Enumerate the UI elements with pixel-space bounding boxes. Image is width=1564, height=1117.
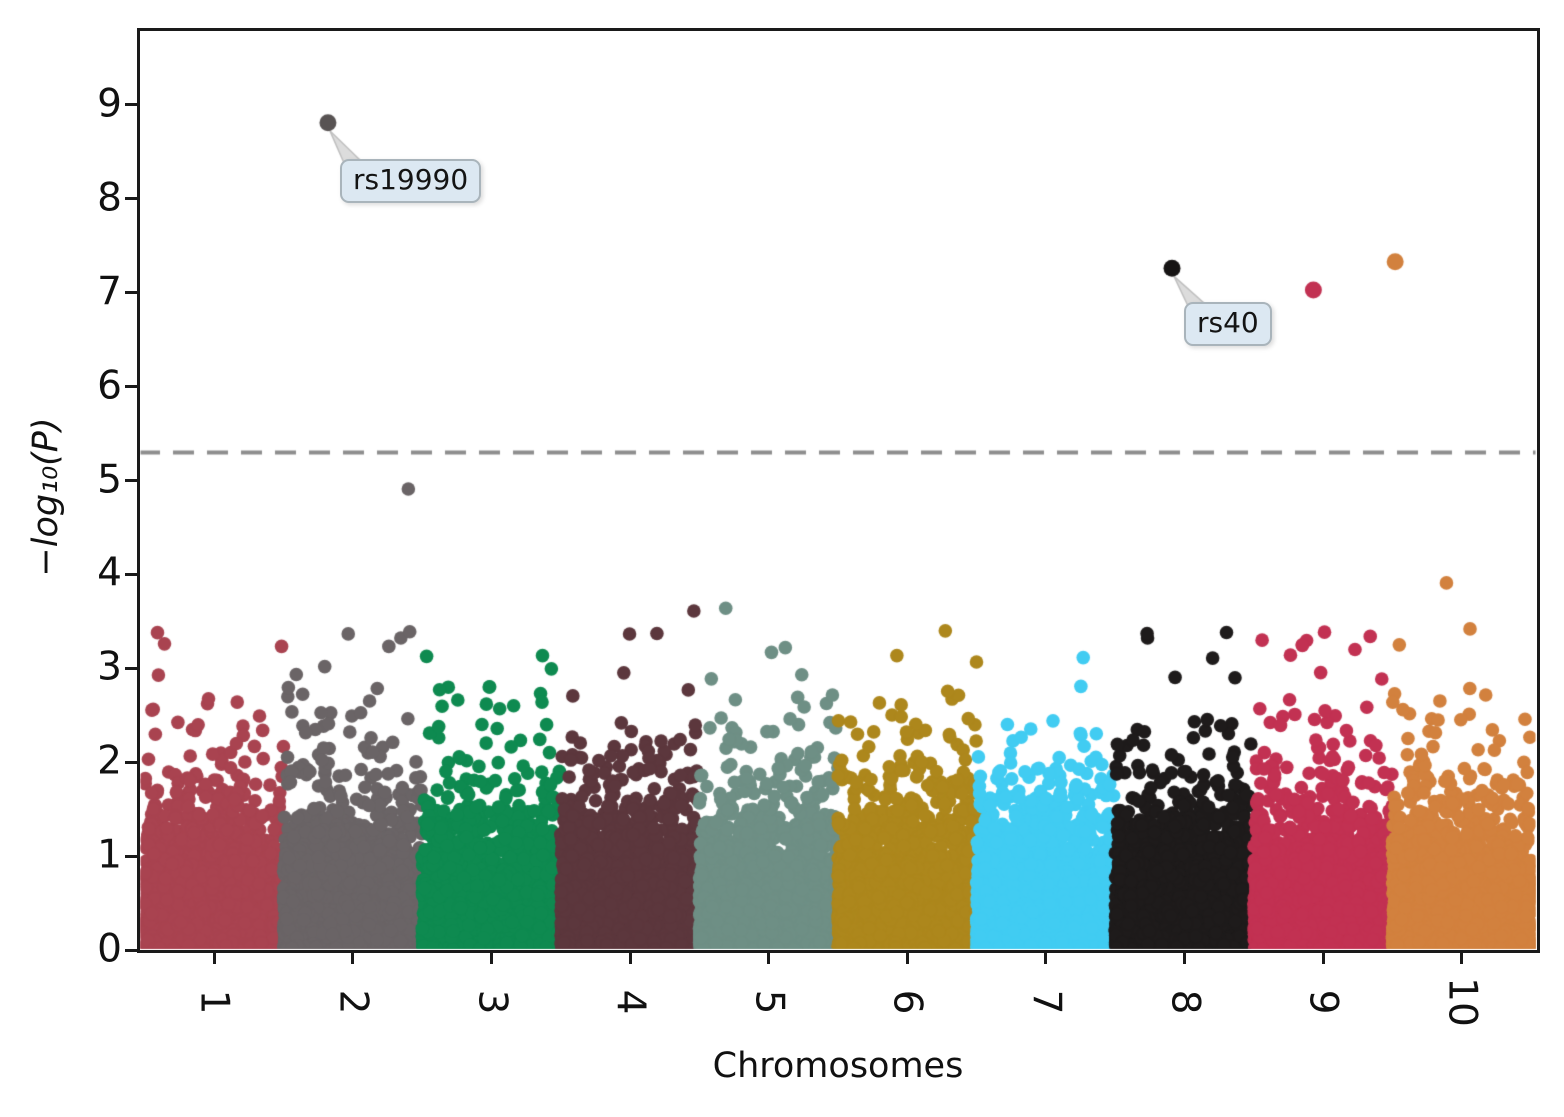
y-tick-label: 4 [97, 551, 122, 597]
x-tick-label: 7 [1023, 989, 1069, 1015]
y-tick-mark [125, 385, 139, 389]
x-axis-label: Chromosomes [712, 1046, 964, 1086]
y-tick-mark [125, 291, 139, 295]
y-tick-mark [125, 760, 139, 764]
y-tick-label: 7 [97, 269, 122, 315]
y-tick-label: 3 [97, 645, 122, 691]
x-tick-mark [490, 950, 493, 964]
x-tick-label: 5 [746, 989, 792, 1015]
y-tick-mark [125, 197, 139, 201]
x-tick-mark [905, 950, 909, 964]
y-tick-label: 6 [97, 363, 122, 409]
y-tick-mark [125, 666, 139, 670]
x-tick-label: 8 [1162, 989, 1207, 1015]
x-tick-label: 4 [607, 989, 653, 1015]
x-tick-mark [1044, 950, 1048, 964]
y-tick-mark [125, 479, 139, 483]
y-tick-mark [125, 572, 139, 576]
x-tick-mark [628, 950, 632, 964]
x-tick-label: 6 [884, 989, 930, 1015]
x-tick-mark [1321, 950, 1325, 964]
x-tick-mark [1460, 950, 1464, 964]
x-tick-label: 9 [1300, 989, 1346, 1015]
y-tick-mark [125, 103, 139, 107]
annotation-rs40: rs40 [1184, 302, 1272, 347]
x-tick-label: 10 [1439, 977, 1485, 1027]
x-tick-label: 2 [330, 989, 376, 1015]
x-tick-label: 3 [469, 989, 514, 1015]
y-tick-label: 1 [97, 832, 122, 878]
x-tick-mark [212, 950, 216, 964]
x-tick-mark [351, 950, 355, 964]
y-tick-label: 9 [97, 81, 122, 127]
y-tick-mark [125, 854, 139, 858]
y-tick-label: 8 [97, 175, 122, 221]
y-tick-label: 0 [97, 926, 122, 972]
y-tick-label: 2 [97, 738, 122, 784]
y-tick-label: 5 [97, 457, 122, 503]
x-tick-label: 1 [191, 989, 237, 1015]
y-tick-mark [125, 948, 139, 952]
x-tick-mark [1183, 950, 1186, 964]
annotation-rs19990: rs19990 [340, 159, 482, 204]
x-tick-mark [767, 950, 771, 964]
y-axis-label: −log₁₀(P) [26, 417, 66, 577]
